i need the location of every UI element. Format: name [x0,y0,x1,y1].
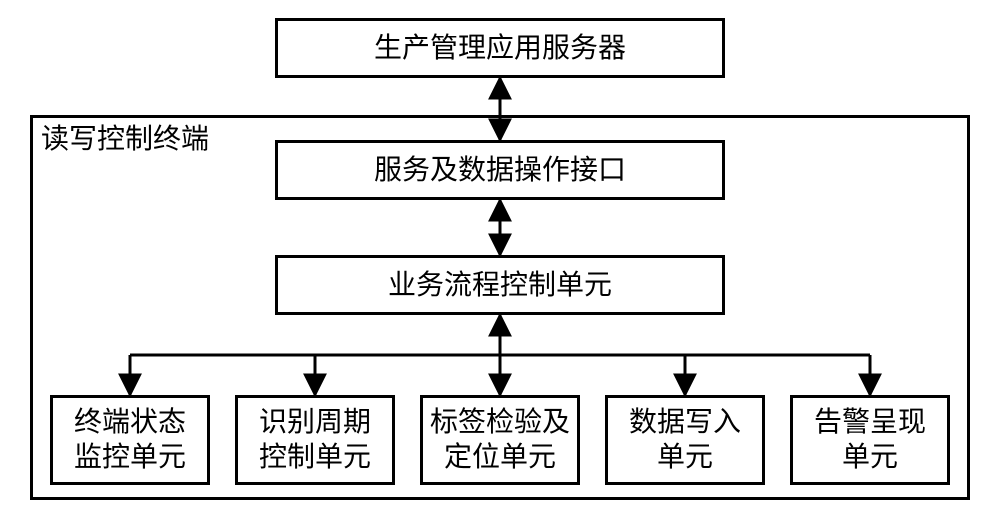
node-cycle-control: 识别周期控制单元 [235,395,395,485]
node-data-write: 数据写入单元 [605,395,765,485]
node-flow-control-label: 业务流程控制单元 [388,268,612,303]
node-cycle-control-label: 识别周期控制单元 [259,405,371,475]
node-server-label: 生产管理应用服务器 [374,31,626,66]
node-alarm: 告警呈现单元 [790,395,950,485]
node-interface: 服务及数据操作接口 [275,140,725,200]
node-status-monitor: 终端状态监控单元 [50,395,210,485]
diagram-stage: 生产管理应用服务器 读写控制终端 服务及数据操作接口 业务流程控制单元 终端状态… [0,0,1000,515]
container-label: 读写控制终端 [41,122,209,157]
node-tag-locate-label: 标签检验及定位单元 [430,405,570,475]
node-alarm-label: 告警呈现单元 [814,405,926,475]
node-server: 生产管理应用服务器 [275,18,725,78]
node-tag-locate: 标签检验及定位单元 [420,395,580,485]
node-data-write-label: 数据写入单元 [629,405,741,475]
node-interface-label: 服务及数据操作接口 [374,153,626,188]
node-flow-control: 业务流程控制单元 [275,255,725,315]
node-status-monitor-label: 终端状态监控单元 [74,405,186,475]
